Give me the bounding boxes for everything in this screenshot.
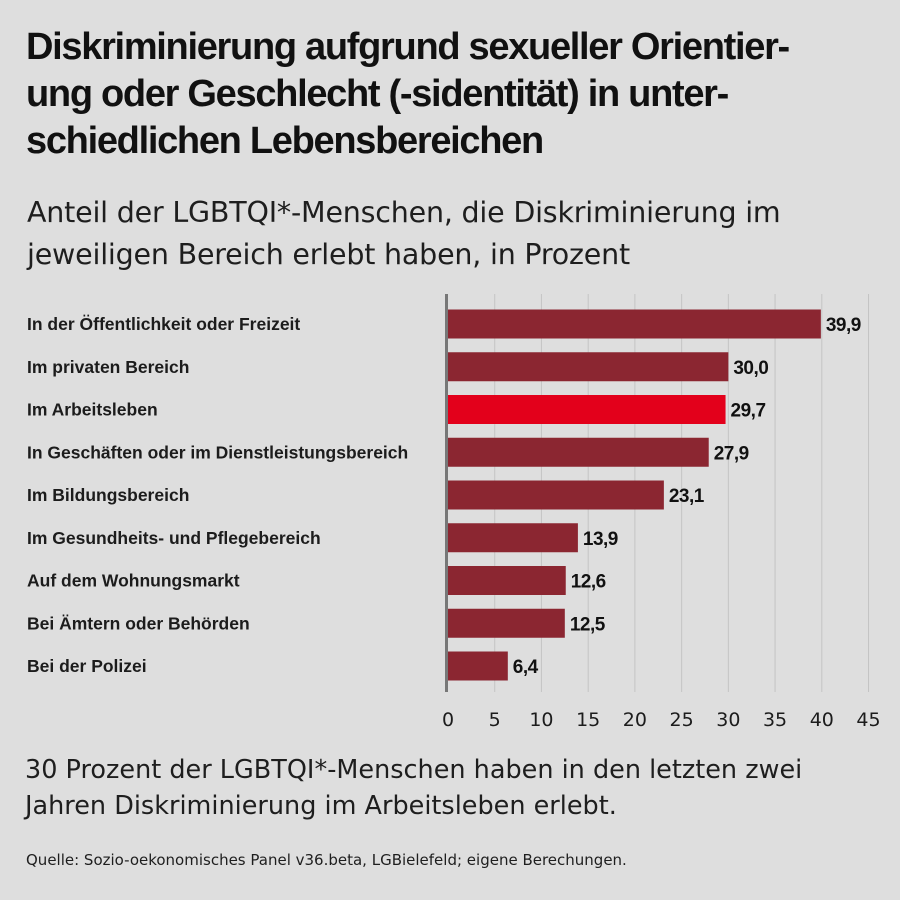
data-label: 39,9 bbox=[826, 315, 861, 336]
bar bbox=[448, 309, 821, 339]
title-line: Diskriminierung aufgrund sexueller Orien… bbox=[26, 26, 790, 68]
bar bbox=[448, 480, 664, 510]
subtitle-line: jeweiligen Bereich erlebt haben, in Proz… bbox=[27, 238, 630, 271]
data-label: 27,9 bbox=[714, 443, 749, 464]
bars bbox=[448, 309, 821, 681]
x-tick-label: 30 bbox=[716, 709, 740, 731]
bar bbox=[448, 395, 726, 424]
bar bbox=[448, 437, 709, 467]
category-labels: In der Öffentlichkeit oder Freizeit Im pr… bbox=[27, 314, 408, 676]
x-tick-label: 5 bbox=[489, 709, 501, 731]
tick-labels: 0 5 10 15 20 25 30 35 40 45 bbox=[442, 709, 881, 731]
category-label: In Geschäften oder im Dienstleistungsber… bbox=[27, 442, 408, 462]
note-line: 30 Prozent der LGBTQI*-Menschen haben in… bbox=[25, 755, 803, 785]
category-label: Im Bildungsbereich bbox=[27, 485, 189, 505]
category-label: Im privaten Bereich bbox=[27, 357, 189, 377]
x-tick-label: 35 bbox=[763, 709, 787, 731]
chart-note: 30 Prozent der LGBTQI*-Menschen haben in… bbox=[25, 752, 885, 824]
data-label: 13,9 bbox=[583, 529, 618, 550]
data-label: 12,6 bbox=[571, 572, 606, 593]
data-label: 23,1 bbox=[669, 486, 705, 507]
subtitle-line: Anteil der LGBTQI*-Menschen, die Diskrim… bbox=[27, 196, 781, 229]
bar bbox=[448, 352, 729, 382]
title-line: schiedlichen Lebensbereichen bbox=[26, 120, 544, 162]
chart-title: Diskriminierung aufgrund sexueller Orien… bbox=[26, 24, 886, 165]
bar bbox=[448, 523, 578, 553]
bar bbox=[448, 566, 566, 595]
data-label: 29,7 bbox=[731, 401, 766, 422]
chart-subtitle: Anteil der LGBTQI*-Menschen, die Diskrim… bbox=[27, 192, 877, 276]
category-label: In der Öffentlichkeit oder Freizeit bbox=[27, 314, 300, 334]
note-line: Jahren Diskriminierung im Arbeitsleben e… bbox=[25, 791, 617, 821]
category-label: Auf dem Wohnungsmarkt bbox=[27, 571, 240, 591]
title-line: ung oder Geschlecht (-sidentität) in unt… bbox=[26, 73, 729, 115]
x-tick-label: 40 bbox=[810, 709, 834, 731]
x-tick-label: 20 bbox=[623, 709, 647, 731]
x-tick-label: 15 bbox=[576, 709, 600, 731]
bar bbox=[448, 651, 508, 681]
category-label: Im Gesundheits- und Pflegebereich bbox=[27, 528, 321, 548]
bar-chart: In der Öffentlichkeit oder Freizeit Im pr… bbox=[27, 294, 881, 731]
category-label: Bei Ämtern oder Behörden bbox=[27, 613, 250, 633]
category-label: Bei der Polizei bbox=[27, 656, 147, 676]
x-tick-label: 10 bbox=[529, 709, 553, 731]
data-label: 6,4 bbox=[513, 657, 539, 678]
data-label: 30,0 bbox=[733, 358, 768, 379]
source-note: Quelle: Sozio-oekonomisches Panel v36.be… bbox=[26, 851, 627, 869]
value-labels: 39,9 30,0 29,7 27,9 23,1 13,9 12,6 12,5 6,4 bbox=[513, 315, 862, 678]
category-label: Im Arbeitsleben bbox=[27, 400, 158, 420]
data-label: 12,5 bbox=[570, 614, 606, 635]
x-tick-label: 0 bbox=[442, 709, 454, 731]
x-tick-label: 45 bbox=[856, 709, 880, 731]
bar bbox=[448, 608, 565, 638]
x-tick-label: 25 bbox=[670, 709, 694, 731]
